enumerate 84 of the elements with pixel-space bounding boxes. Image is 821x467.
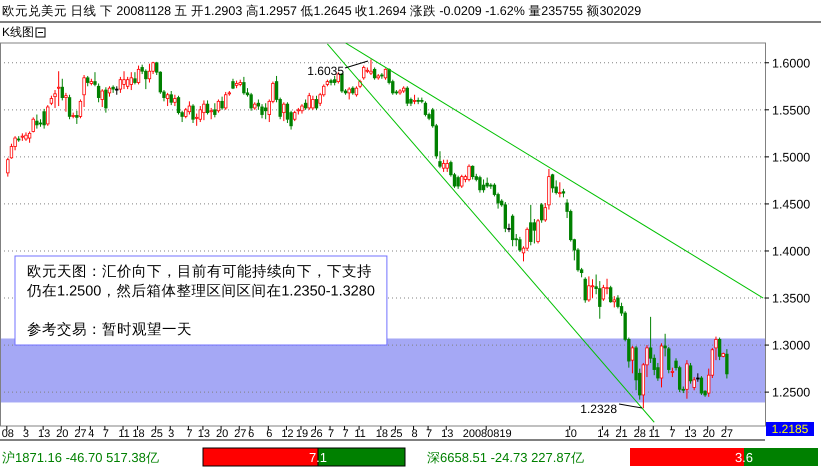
candlestick xyxy=(442,159,446,172)
x-tick-label: 7 xyxy=(426,428,432,440)
x-tick-label: 7 xyxy=(186,428,192,440)
x-tick-label: 26 xyxy=(310,428,323,440)
x-tick-label: 4 xyxy=(88,428,94,440)
y-tick-label: 1.4500 xyxy=(772,197,810,212)
x-tick-label: 6 xyxy=(248,428,254,440)
x-tick-label: 12 xyxy=(281,428,294,440)
candlestick xyxy=(170,90,173,106)
annotation: 1.6035 xyxy=(307,64,344,78)
candlestick xyxy=(194,113,198,126)
x-tick-label: 20080819 xyxy=(462,428,512,440)
annotation: 参考交易：暂时观望一天 xyxy=(27,321,192,338)
text: 3.6 xyxy=(734,450,754,465)
x-tick-label: 14 xyxy=(597,428,610,440)
x-tick-label: 21 xyxy=(615,428,628,440)
candlestick xyxy=(213,102,216,118)
x-tick-label: 19 xyxy=(296,428,308,440)
x-tick-label: 27 xyxy=(74,428,87,440)
x-tick-label: 10 xyxy=(564,428,577,440)
x-tick-label: 7 xyxy=(328,428,334,440)
annotation: 1.2328 xyxy=(580,402,618,416)
x-tick-label: 11 xyxy=(354,428,366,440)
x-tick-label: 18 xyxy=(376,428,388,440)
annotation: 欧元天图：汇价向下，目前有可能持续向下，下支持仍在1.2500，然后箱体整理区间区间在1.2350-1.3280 xyxy=(26,263,375,300)
y-tick-label: 1.6000 xyxy=(772,56,810,70)
text: K线图 xyxy=(2,25,34,39)
y-tick-label: 1.5500 xyxy=(772,103,810,118)
candlestick xyxy=(20,132,24,142)
x-tick-label: 7 xyxy=(342,428,349,440)
candlestick xyxy=(446,159,449,172)
y-tick-label: 1.5000 xyxy=(772,150,810,164)
x-tick-label: 7 xyxy=(669,428,676,440)
candlestick xyxy=(64,92,68,112)
candlestick xyxy=(264,102,268,120)
y-tick-label: 1.4000 xyxy=(772,244,810,258)
candlestick xyxy=(332,75,336,86)
candlestick xyxy=(198,106,202,123)
x-tick-label: 20 xyxy=(702,428,715,440)
x-tick-label: 25 xyxy=(150,428,163,440)
x-tick-label: 13 xyxy=(198,428,210,440)
candlestick xyxy=(532,218,536,244)
candlestick xyxy=(612,296,616,308)
x-tick-label: 6 xyxy=(266,428,272,440)
candlestick xyxy=(202,100,206,121)
candlestick xyxy=(529,204,532,246)
x-tick-label: 27 xyxy=(234,428,246,440)
y-tick-label: 1.3500 xyxy=(772,292,810,306)
x-tick-label: 13 xyxy=(684,428,697,440)
candlestick xyxy=(685,360,689,400)
text: 沪1871.16 -46.70 517.38亿 xyxy=(2,450,159,465)
candlestick xyxy=(598,280,602,320)
x-tick-label: 28 xyxy=(634,428,646,440)
candlestick xyxy=(260,104,264,119)
candlestick xyxy=(118,76,122,94)
chart-title: 欧元兑美元 日线 下 20081128 五 开1.2903 高1.2957 低1.2645 收1.2694 涨跌 -0.0209 -1.62% 量235755 额302029 xyxy=(2,3,642,18)
candlestick xyxy=(210,107,213,120)
candlestick xyxy=(656,362,660,382)
x-tick-label: 3 xyxy=(22,428,30,440)
x-tick-label: 20 xyxy=(56,428,68,440)
x-tick-label: 3 xyxy=(168,428,174,440)
x-tick-label: 11 xyxy=(118,428,130,440)
x-tick-label: 08 xyxy=(2,428,14,440)
x-tick-label: 13 xyxy=(441,428,454,440)
candlestick xyxy=(53,90,57,108)
candlestick xyxy=(56,70,60,107)
x-tick-label: 25 xyxy=(390,428,403,440)
x-tick-label: 13 xyxy=(38,428,50,440)
candlestick xyxy=(660,342,664,388)
candlestick xyxy=(140,64,144,75)
x-tick-label: 27 xyxy=(720,428,733,440)
y-tick-label: 1.2500 xyxy=(772,386,810,400)
x-tick-label: 18 xyxy=(132,428,145,440)
candlestick xyxy=(96,82,100,103)
text: 1.2185 xyxy=(772,422,809,436)
candlestick xyxy=(126,76,130,90)
y-tick-label: 1.3000 xyxy=(772,338,810,353)
x-tick-label: 11 xyxy=(648,428,660,440)
x-tick-label: 20 xyxy=(216,428,228,440)
candlestick xyxy=(60,78,64,101)
text: 深6658.51 -24.73 227.87亿 xyxy=(427,450,584,465)
x-tick-label: 8 xyxy=(411,428,418,440)
x-tick-label: 7 xyxy=(102,428,109,440)
candlestick xyxy=(234,80,238,89)
